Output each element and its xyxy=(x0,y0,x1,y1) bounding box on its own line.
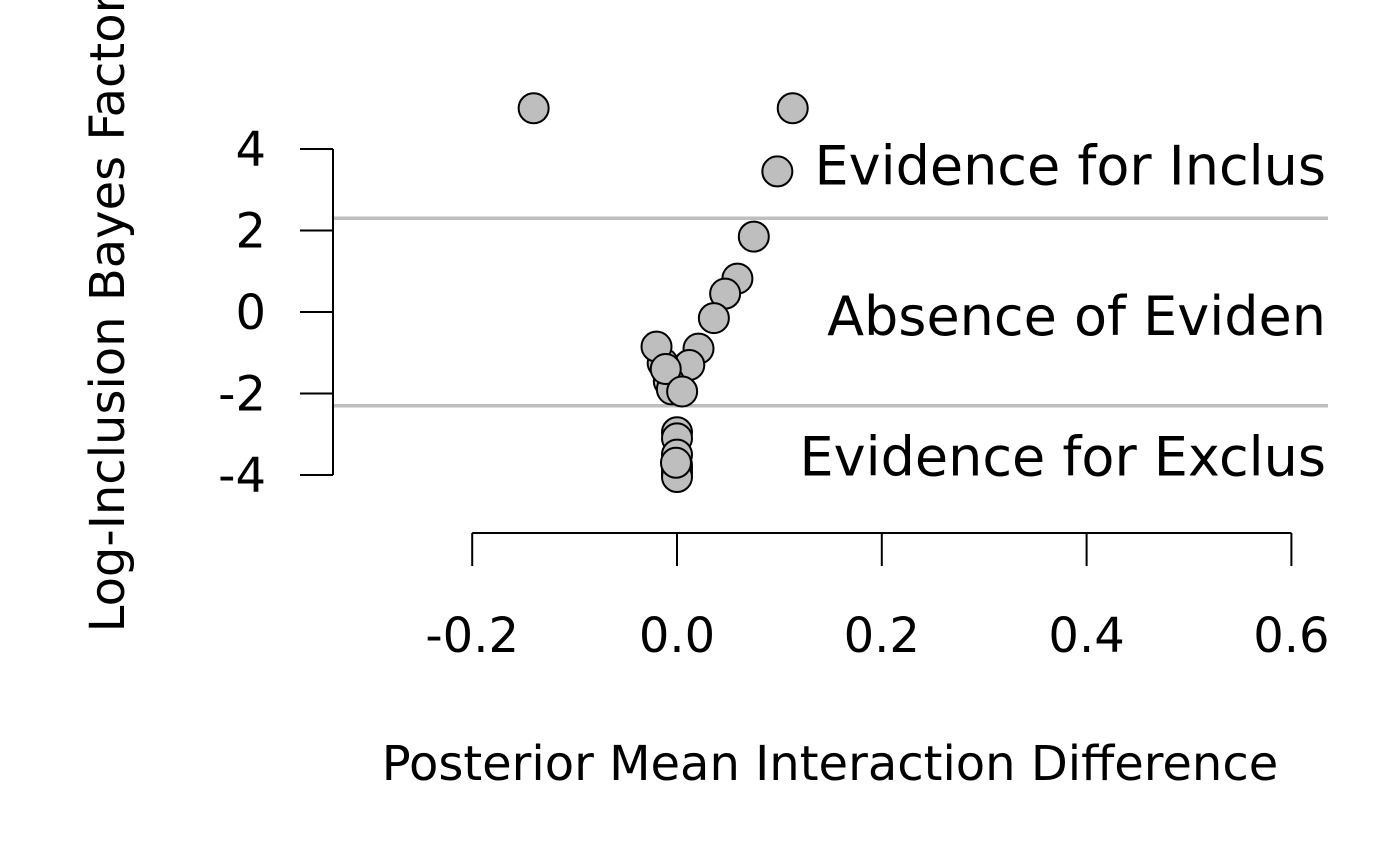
y-tick-label-3: -2 xyxy=(218,367,266,423)
y-axis: 4 2 0 -2 -4 xyxy=(218,122,334,504)
region-labels: Evidence for Inclus Absence of Eviden Evid… xyxy=(800,134,1326,488)
region-label-1: Absence of Eviden xyxy=(827,285,1326,348)
y-axis-label: Log-Inclusion Bayes Factor xyxy=(80,0,136,632)
x-axis: -0.2 0.0 0.2 0.4 0.6 xyxy=(425,532,1330,664)
data-points xyxy=(517,92,809,494)
y-tick-label-2: 0 xyxy=(235,285,266,341)
threshold-lines xyxy=(333,216,1328,408)
x-tick-label-2: 0.2 xyxy=(844,608,920,664)
x-tick-label-4: 0.6 xyxy=(1253,608,1329,664)
region-label-0: Evidence for Inclus xyxy=(815,134,1327,197)
data-point-14 xyxy=(666,375,699,408)
x-tick-label-1: 0.0 xyxy=(639,608,715,664)
x-axis-label: Posterior Mean Interaction Difference xyxy=(382,736,1279,792)
x-tick-label-3: 0.4 xyxy=(1048,608,1124,664)
y-tick-label-0: 4 xyxy=(235,122,266,178)
data-point-6 xyxy=(697,302,730,335)
x-tick-label-0: -0.2 xyxy=(425,608,519,664)
y-tick-label-1: 2 xyxy=(235,204,266,260)
data-point-1 xyxy=(776,92,809,125)
region-label-2: Evidence for Exclus xyxy=(800,426,1326,489)
data-point-13 xyxy=(649,353,682,386)
y-tick-label-4: -4 xyxy=(218,448,266,504)
data-point-2 xyxy=(761,155,794,188)
data-point-22 xyxy=(659,446,692,479)
data-point-0 xyxy=(517,92,550,125)
data-point-3 xyxy=(737,220,770,253)
